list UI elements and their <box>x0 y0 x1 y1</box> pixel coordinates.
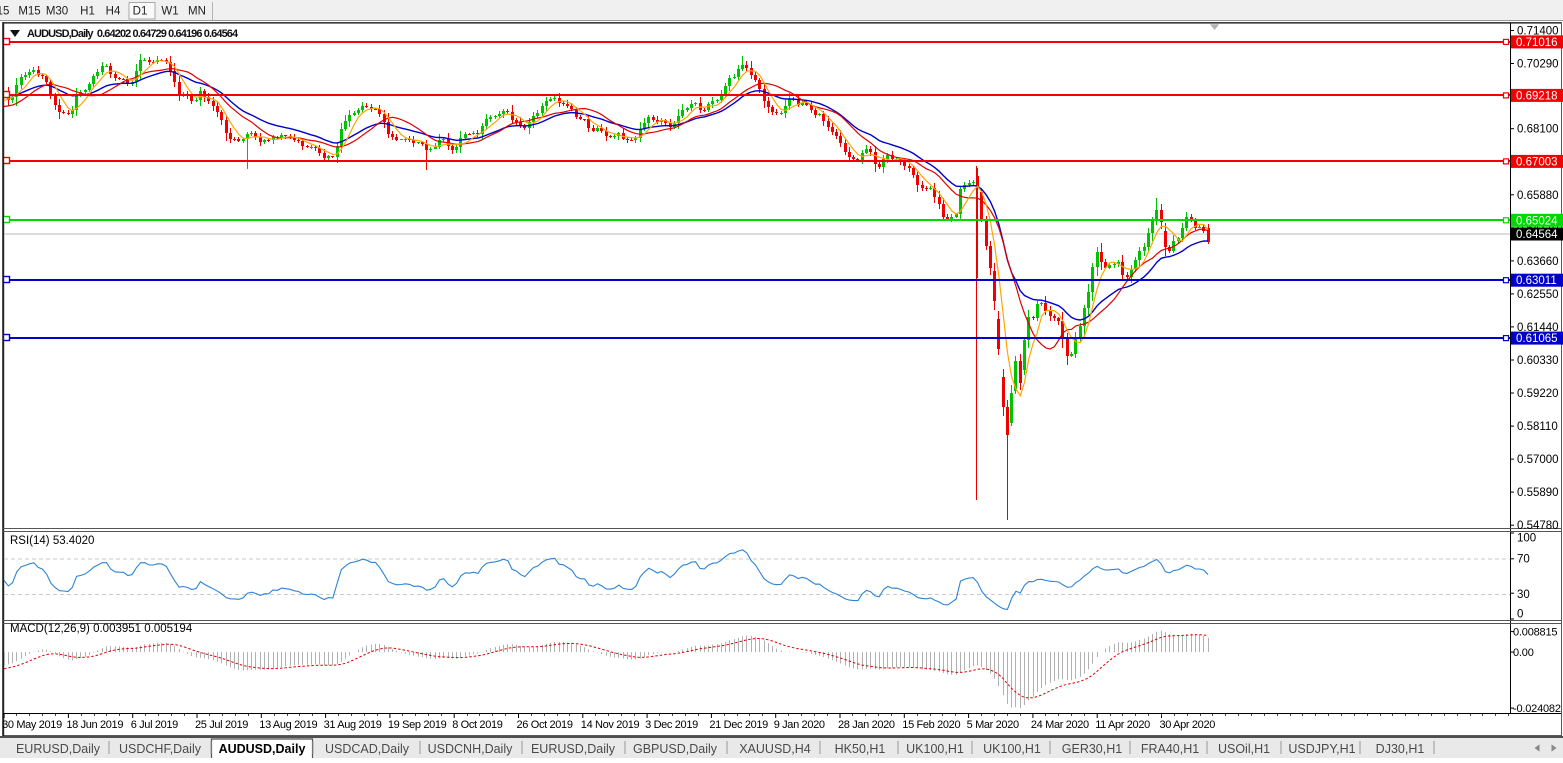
svg-text:0.62550: 0.62550 <box>1517 289 1559 301</box>
svg-text:0.68100: 0.68100 <box>1517 124 1559 136</box>
svg-text:USOil,H1: USOil,H1 <box>1218 742 1270 756</box>
svg-text:0.59220: 0.59220 <box>1517 388 1559 400</box>
svg-text:30 Apr 2020: 30 Apr 2020 <box>1160 719 1216 731</box>
svg-text:DJ30,H1: DJ30,H1 <box>1376 742 1425 756</box>
svg-text:W1: W1 <box>161 6 178 18</box>
svg-text:MACD(12,26,9) 0.003951 0.00519: MACD(12,26,9) 0.003951 0.005194 <box>10 623 193 635</box>
svg-text:21 Dec 2019: 21 Dec 2019 <box>709 719 768 731</box>
svg-text:USDCHF,Daily: USDCHF,Daily <box>119 742 202 756</box>
svg-text:25 Jul 2019: 25 Jul 2019 <box>195 719 248 731</box>
svg-text:GER30,H1: GER30,H1 <box>1062 742 1122 756</box>
svg-text:0.00: 0.00 <box>1513 647 1534 659</box>
svg-text:0.63011: 0.63011 <box>1516 275 1557 287</box>
svg-text:24 Mar 2020: 24 Mar 2020 <box>1031 719 1089 731</box>
svg-text:0.008815: 0.008815 <box>1513 627 1557 639</box>
svg-text:13 Aug 2019: 13 Aug 2019 <box>259 719 317 731</box>
svg-text:19 Sep 2019: 19 Sep 2019 <box>388 719 447 731</box>
svg-text:HK50,H1: HK50,H1 <box>835 742 886 756</box>
svg-text:31 Aug 2019: 31 Aug 2019 <box>324 719 382 731</box>
svg-text:GBPUSD,Daily: GBPUSD,Daily <box>633 742 718 756</box>
svg-text:0.60330: 0.60330 <box>1517 355 1559 367</box>
svg-text:H4: H4 <box>106 6 121 18</box>
svg-text:-0.024082: -0.024082 <box>1513 703 1561 715</box>
svg-text:0.67003: 0.67003 <box>1516 156 1558 168</box>
svg-text:15 Feb 2020: 15 Feb 2020 <box>902 719 960 731</box>
svg-text:30: 30 <box>1517 589 1530 601</box>
svg-text:70: 70 <box>1517 554 1530 566</box>
svg-text:0.70290: 0.70290 <box>1517 59 1559 71</box>
svg-text:AUDUSD,Daily 0.64202 0.64729: AUDUSD,Daily 0.64202 0.64729 0.64196 0.6… <box>27 28 239 40</box>
svg-text:0.57000: 0.57000 <box>1517 454 1559 466</box>
svg-text:XAUUSD,H4: XAUUSD,H4 <box>739 742 811 756</box>
svg-text:30 May 2019: 30 May 2019 <box>2 719 62 731</box>
svg-text:RSI(14) 53.4020: RSI(14) 53.4020 <box>10 535 94 547</box>
svg-text:AUDUSD,Daily: AUDUSD,Daily <box>219 742 306 756</box>
svg-text:M30: M30 <box>46 6 68 18</box>
svg-text:0.61440: 0.61440 <box>1517 322 1559 334</box>
svg-text:MN: MN <box>188 6 206 18</box>
svg-text:0.61065: 0.61065 <box>1516 333 1558 345</box>
svg-text:D1: D1 <box>133 6 148 18</box>
svg-text:USDCAD,Daily: USDCAD,Daily <box>325 742 410 756</box>
svg-text:0.65024: 0.65024 <box>1516 215 1558 227</box>
svg-text:28 Jan 2020: 28 Jan 2020 <box>838 719 895 731</box>
svg-text:FRA40,H1: FRA40,H1 <box>1141 742 1199 756</box>
svg-text:8 Oct 2019: 8 Oct 2019 <box>452 719 503 731</box>
svg-text:UK100,H1: UK100,H1 <box>906 742 964 756</box>
svg-text:14 Nov 2019: 14 Nov 2019 <box>581 719 640 731</box>
svg-text:3 Dec 2019: 3 Dec 2019 <box>645 719 698 731</box>
svg-text:15: 15 <box>0 6 9 18</box>
svg-text:0.55890: 0.55890 <box>1517 487 1559 499</box>
svg-text:UK100,H1: UK100,H1 <box>983 742 1041 756</box>
svg-text:EURUSD,Daily: EURUSD,Daily <box>16 742 101 756</box>
svg-text:0.63660: 0.63660 <box>1517 256 1559 268</box>
svg-text:0: 0 <box>1517 609 1523 621</box>
svg-text:0.69218: 0.69218 <box>1516 90 1558 102</box>
svg-text:9 Jan 2020: 9 Jan 2020 <box>774 719 825 731</box>
svg-text:11 Apr 2020: 11 Apr 2020 <box>1095 719 1150 731</box>
svg-text:USDJPY,H1: USDJPY,H1 <box>1288 742 1355 756</box>
svg-text:100: 100 <box>1517 533 1536 545</box>
svg-text:0.71016: 0.71016 <box>1516 37 1558 49</box>
svg-text:0.71400: 0.71400 <box>1517 26 1559 38</box>
svg-text:0.54780: 0.54780 <box>1517 520 1559 532</box>
svg-text:M15: M15 <box>18 6 40 18</box>
svg-text:USDCNH,Daily: USDCNH,Daily <box>428 742 513 756</box>
svg-text:0.58110: 0.58110 <box>1517 421 1558 433</box>
svg-text:H1: H1 <box>80 6 95 18</box>
svg-text:6 Jul 2019: 6 Jul 2019 <box>131 719 178 731</box>
svg-text:0.65880: 0.65880 <box>1517 190 1559 202</box>
svg-text:5 Mar 2020: 5 Mar 2020 <box>967 719 1019 731</box>
svg-text:26 Oct 2019: 26 Oct 2019 <box>517 719 573 731</box>
svg-text:18 Jun 2019: 18 Jun 2019 <box>66 719 123 731</box>
svg-text:EURUSD,Daily: EURUSD,Daily <box>531 742 616 756</box>
svg-text:0.64564: 0.64564 <box>1516 229 1558 241</box>
